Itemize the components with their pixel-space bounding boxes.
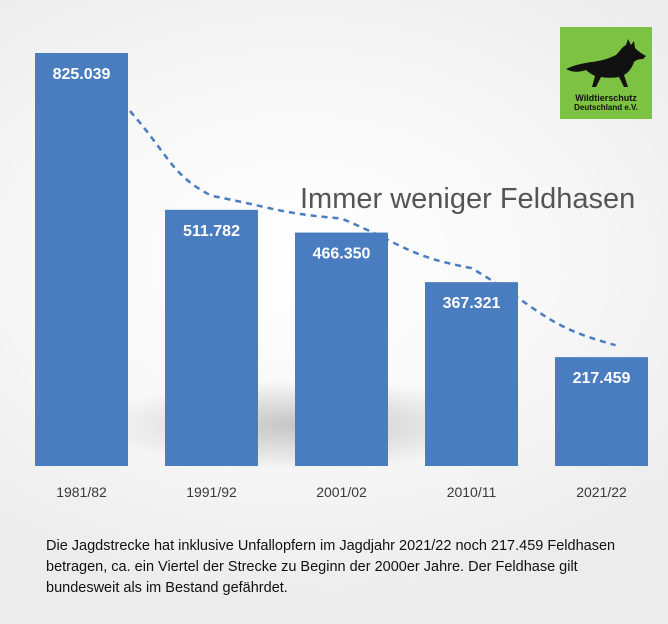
bar-2021/22 xyxy=(555,357,648,466)
trend-line xyxy=(129,110,616,347)
value-label-1991/92: 511.782 xyxy=(183,223,240,240)
x-tick-2021/22: 2021/22 xyxy=(576,484,627,500)
x-tick-2001/02: 2001/02 xyxy=(316,484,367,500)
labels-group: 825.039 1981/82 511.782 1991/92 466.350 2001/… xyxy=(53,66,631,500)
bar-1991/92 xyxy=(165,209,258,466)
x-tick-1981/82: 1981/82 xyxy=(56,484,107,500)
x-tick-1991/92: 1991/92 xyxy=(186,484,237,500)
value-label-1981/82: 825.039 xyxy=(53,66,111,83)
logo-text-line2: Deutschland e.V. xyxy=(574,103,638,112)
caption-text: Die Jagdstrecke hat inklusive Unfallopfe… xyxy=(46,538,616,596)
fox-silhouette-icon xyxy=(566,39,646,87)
value-label-2001/02: 466.350 xyxy=(313,246,371,263)
logo-text-line1: Wildtierschutz xyxy=(575,93,637,103)
organization-logo: Wildtierschutz Deutschland e.V. xyxy=(560,27,652,119)
bar-1981/82 xyxy=(35,53,128,466)
value-label-2010/11: 367.321 xyxy=(443,295,501,312)
bars-group xyxy=(35,53,648,466)
chart-title: Immer weniger Feldhasen xyxy=(300,183,636,215)
bar-2010/11 xyxy=(425,282,518,466)
bar-2001/02 xyxy=(295,232,388,466)
x-tick-2010/11: 2010/11 xyxy=(447,484,497,500)
value-label-2021/22: 217.459 xyxy=(573,370,631,387)
